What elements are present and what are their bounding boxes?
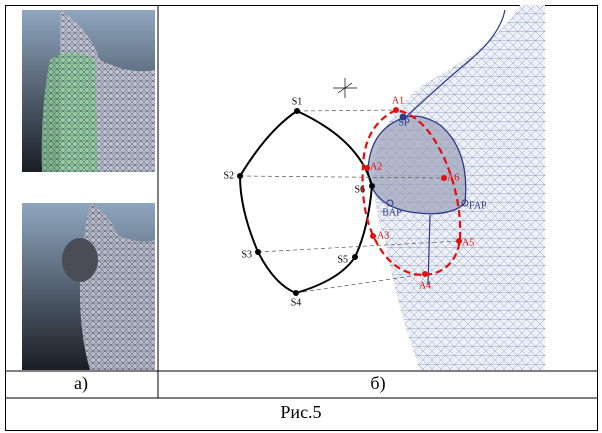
point-marker <box>394 108 399 113</box>
caption: Рис.5 <box>280 402 321 422</box>
point-label: A2 <box>370 161 382 172</box>
point-label: SP <box>398 117 410 128</box>
image-top <box>22 10 155 172</box>
point-label: A5 <box>462 237 474 248</box>
panel-label: б) <box>370 373 385 394</box>
point-marker <box>442 176 447 181</box>
image-main <box>240 5 545 370</box>
point-label: A3 <box>377 230 389 241</box>
point-label: A4 <box>419 280 431 291</box>
point-label: FAP <box>469 200 487 211</box>
point-label: A6 <box>447 172 459 183</box>
point-label: S6 <box>354 184 365 195</box>
point-label: S3 <box>241 249 252 260</box>
point-marker <box>423 272 428 277</box>
point-marker <box>294 291 299 296</box>
point-marker <box>353 255 358 260</box>
point-marker <box>371 234 376 239</box>
point-label: S2 <box>223 170 234 181</box>
point-marker <box>370 184 375 189</box>
panel-label: а) <box>74 373 88 394</box>
figure: S1 S2 S3 S4 S5 S6 A1 A2 A3 A4 A5 A6 SP BAP FAP а) б) Р… <box>0 0 602 433</box>
point-marker <box>457 239 462 244</box>
point-label: S5 <box>337 254 348 265</box>
point-marker <box>365 166 370 171</box>
image-bottom <box>22 203 155 370</box>
point-marker <box>256 250 261 255</box>
point-label: BAP <box>382 207 402 218</box>
point-label: S1 <box>292 96 303 107</box>
point-marker <box>295 109 300 114</box>
point-label: S4 <box>291 297 302 308</box>
point-label: A1 <box>392 95 404 106</box>
point-marker <box>238 174 243 179</box>
